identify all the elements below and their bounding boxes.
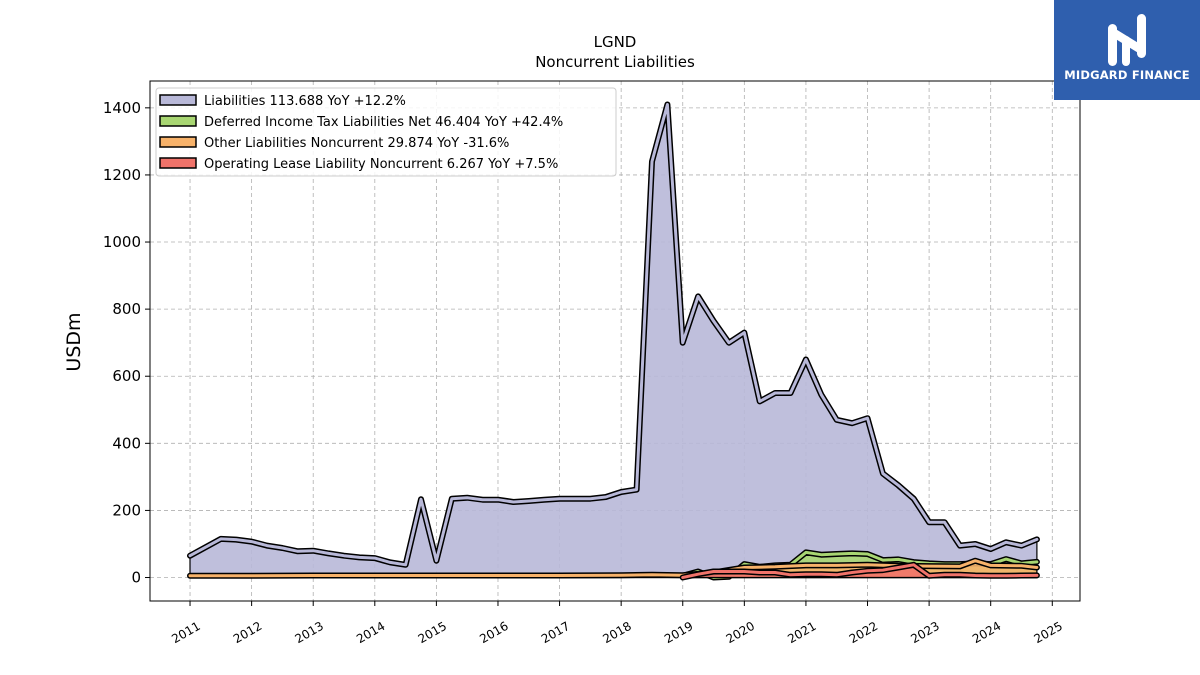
series-line: [188, 559, 1039, 578]
x-tick-label: 2019: [662, 619, 695, 646]
legend-item: Deferred Income Tax Liabilities Net 46.4…: [159, 115, 563, 130]
y-tick-label: 0: [131, 569, 141, 587]
y-tick-label: 200: [112, 501, 141, 519]
x-tick-label: 2020: [724, 619, 757, 646]
plot-series: [187, 101, 1040, 581]
series-4: [679, 561, 1040, 581]
legend-item: Operating Lease Liability Noncurrent 6.2…: [159, 157, 558, 172]
legend-label: Other Liabilities Noncurrent 29.874 YoY …: [204, 136, 509, 151]
x-tick-label: 2017: [539, 619, 572, 646]
y-tick-label: 800: [112, 300, 141, 318]
legend-swatch: [159, 115, 197, 127]
y-tick-label: 1400: [103, 99, 141, 117]
x-tick-label: 2013: [292, 619, 325, 646]
x-tick-label: 2018: [600, 619, 633, 646]
legend-label: Liabilities 113.688 YoY +12.2%: [204, 94, 406, 109]
brand-logo: MIDGARD FINANCE: [1054, 0, 1200, 100]
series-line: [188, 103, 1039, 567]
legend-box: [155, 87, 617, 177]
y-tick-label: 1000: [103, 233, 141, 251]
y-tick-label: 400: [112, 434, 141, 452]
x-tick-label: 2012: [231, 619, 264, 646]
x-tick-label: 2022: [847, 619, 880, 646]
x-tick-label: 2023: [908, 619, 941, 646]
logo-mark-icon: [1108, 14, 1146, 66]
plot-frame: [149, 80, 1081, 602]
legend-item: Liabilities 113.688 YoY +12.2%: [159, 94, 406, 109]
legend-item: Other Liabilities Noncurrent 29.874 YoY …: [159, 136, 509, 151]
y-tick-label: 1200: [103, 166, 141, 184]
legend-label: Deferred Income Tax Liabilities Net 46.4…: [204, 115, 563, 130]
series-1: [187, 101, 1040, 579]
y-tick-label: 600: [112, 367, 141, 385]
x-tick-label: 2025: [1032, 619, 1065, 646]
legend-label: Operating Lease Liability Noncurrent 6.2…: [204, 157, 558, 172]
logo-text: MIDGARD FINANCE: [1064, 68, 1190, 82]
y-axis-label: USDm: [63, 312, 85, 371]
legend-swatch: [159, 136, 197, 148]
legend: Liabilities 113.688 YoY +12.2% Deferred I…: [155, 87, 617, 177]
x-tick-label: 2021: [785, 619, 818, 646]
x-tick-label: 2015: [416, 619, 449, 646]
x-tick-label: 2016: [477, 619, 510, 646]
chart-subtitle: Noncurrent Liabilities: [535, 53, 695, 71]
chart-title: LGND: [594, 33, 637, 51]
x-tick-label: 2024: [970, 619, 1003, 646]
x-tick-label: 2011: [169, 619, 202, 646]
legend-swatch: [159, 157, 197, 169]
x-tick-label: 2014: [354, 619, 387, 646]
series-line: [681, 563, 1039, 579]
legend-swatch: [159, 94, 197, 106]
